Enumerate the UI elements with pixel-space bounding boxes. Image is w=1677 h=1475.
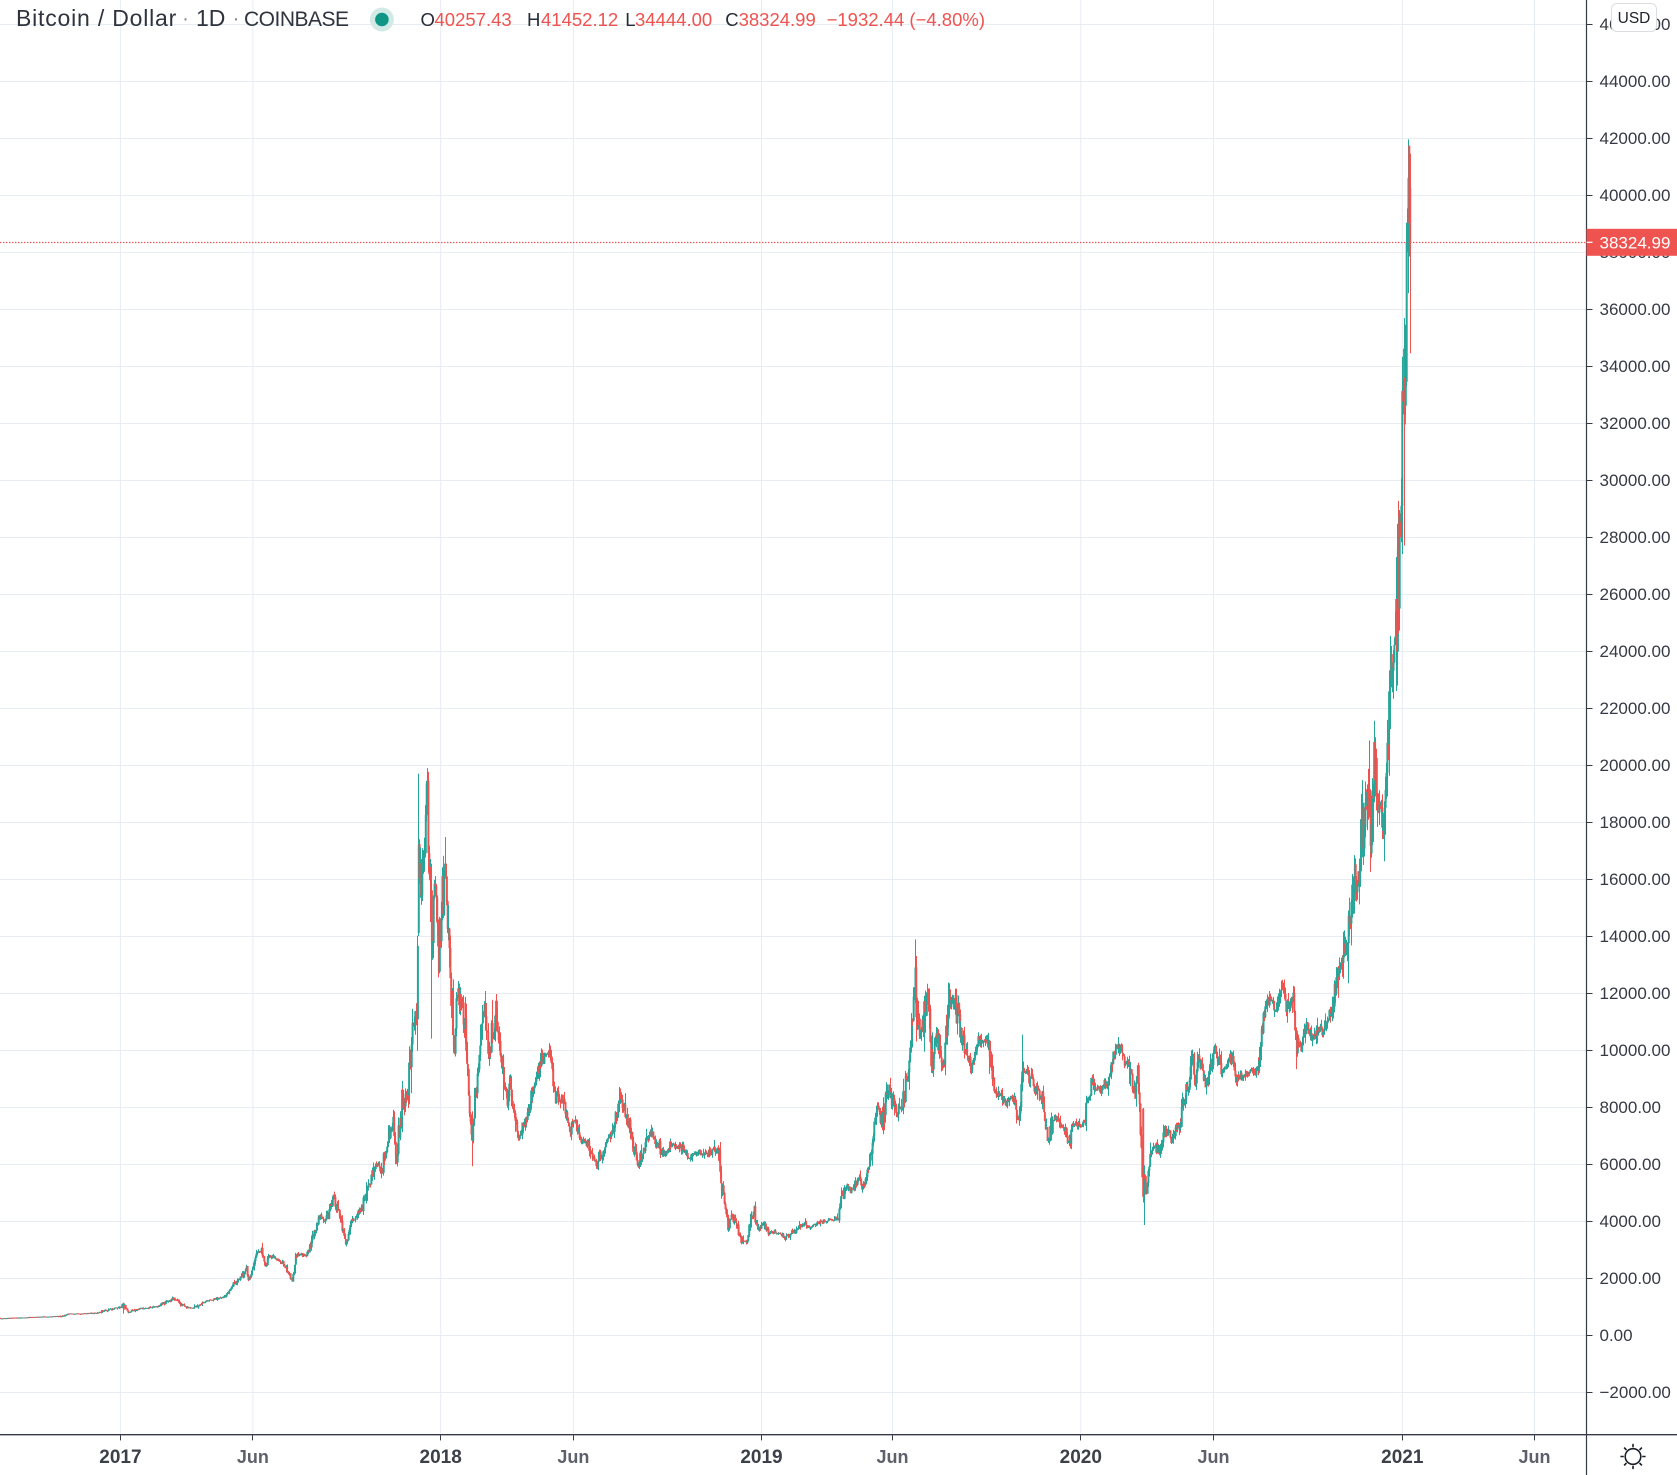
svg-text:44000.00: 44000.00 — [1600, 72, 1671, 91]
svg-text:C: C — [725, 9, 738, 30]
svg-text:4000.00: 4000.00 — [1600, 1212, 1661, 1231]
svg-text:0.00: 0.00 — [1600, 1326, 1633, 1345]
svg-text:2021: 2021 — [1381, 1447, 1424, 1468]
svg-text:H: H — [527, 9, 540, 30]
svg-text:36000.00: 36000.00 — [1600, 300, 1671, 319]
svg-text:·: · — [233, 7, 240, 30]
svg-text:1D: 1D — [196, 5, 225, 31]
svg-text:8000.00: 8000.00 — [1600, 1098, 1661, 1117]
svg-text:Jun: Jun — [1518, 1447, 1550, 1467]
svg-text:22000.00: 22000.00 — [1600, 699, 1671, 718]
svg-text:USD: USD — [1618, 10, 1651, 27]
svg-text:16000.00: 16000.00 — [1600, 870, 1671, 889]
svg-text:O: O — [421, 9, 435, 30]
svg-text:Jun: Jun — [1197, 1447, 1229, 1467]
svg-text:−1932.44 (−4.80%): −1932.44 (−4.80%) — [827, 9, 985, 30]
svg-text:34000.00: 34000.00 — [1600, 357, 1671, 376]
svg-text:L: L — [625, 9, 635, 30]
svg-text:2017: 2017 — [99, 1447, 141, 1468]
svg-text:Jun: Jun — [237, 1447, 269, 1467]
svg-text:38324.99: 38324.99 — [1600, 234, 1671, 253]
svg-text:34444.00: 34444.00 — [635, 9, 712, 30]
svg-text:38324.99: 38324.99 — [739, 9, 816, 30]
svg-text:Jun: Jun — [876, 1447, 908, 1467]
svg-text:26000.00: 26000.00 — [1600, 585, 1671, 604]
svg-text:24000.00: 24000.00 — [1600, 642, 1671, 661]
svg-text:20000.00: 20000.00 — [1600, 756, 1671, 775]
svg-text:−2000.00: −2000.00 — [1600, 1383, 1671, 1402]
svg-text:Jun: Jun — [557, 1447, 589, 1467]
svg-text:2020: 2020 — [1060, 1447, 1102, 1468]
svg-text:6000.00: 6000.00 — [1600, 1155, 1661, 1174]
svg-text:COINBASE: COINBASE — [244, 8, 349, 31]
svg-text:2019: 2019 — [740, 1447, 782, 1468]
svg-text:2018: 2018 — [420, 1447, 462, 1468]
svg-text:18000.00: 18000.00 — [1600, 813, 1671, 832]
svg-text:12000.00: 12000.00 — [1600, 984, 1671, 1003]
svg-text:32000.00: 32000.00 — [1600, 414, 1671, 433]
svg-text:42000.00: 42000.00 — [1600, 129, 1671, 148]
svg-text:40257.43: 40257.43 — [435, 9, 512, 30]
svg-text:28000.00: 28000.00 — [1600, 528, 1671, 547]
svg-text:·: · — [182, 7, 189, 30]
svg-text:Bitcoin / Dollar: Bitcoin / Dollar — [16, 5, 177, 31]
svg-text:10000.00: 10000.00 — [1600, 1041, 1671, 1060]
svg-text:41452.12: 41452.12 — [541, 9, 618, 30]
svg-text:2000.00: 2000.00 — [1600, 1269, 1661, 1288]
svg-text:40000.00: 40000.00 — [1600, 186, 1671, 205]
svg-text:14000.00: 14000.00 — [1600, 927, 1671, 946]
svg-text:30000.00: 30000.00 — [1600, 471, 1671, 490]
